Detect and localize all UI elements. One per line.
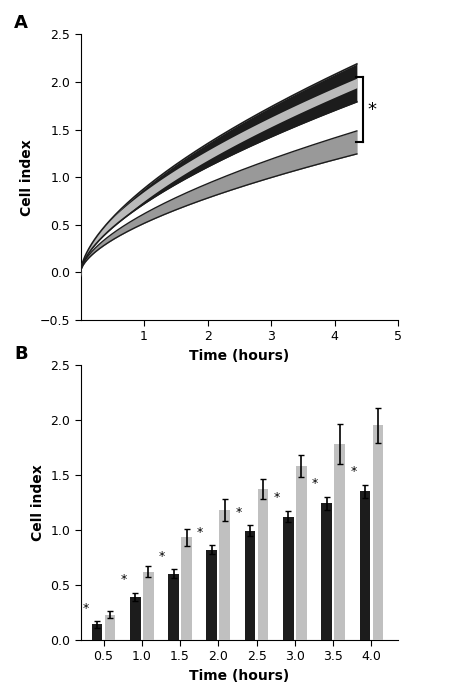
Bar: [130, 597, 141, 640]
Text: *: *: [159, 550, 165, 563]
Text: *: *: [312, 477, 318, 490]
Bar: [245, 531, 255, 640]
Bar: [181, 537, 192, 640]
Bar: [105, 614, 115, 640]
Bar: [321, 504, 332, 640]
Text: *: *: [197, 526, 203, 539]
Bar: [373, 425, 383, 640]
Bar: [207, 550, 217, 640]
Text: *: *: [120, 573, 127, 586]
Text: *: *: [82, 601, 89, 614]
Text: B: B: [14, 345, 27, 363]
Text: *: *: [368, 100, 377, 118]
Bar: [296, 466, 307, 640]
X-axis label: Time (hours): Time (hours): [189, 349, 290, 363]
Bar: [168, 574, 179, 640]
Y-axis label: Cell index: Cell index: [31, 464, 45, 541]
Bar: [359, 491, 370, 640]
Bar: [143, 572, 154, 640]
Bar: [334, 444, 345, 640]
Bar: [283, 517, 294, 640]
Text: A: A: [14, 14, 28, 32]
Y-axis label: Cell index: Cell index: [20, 139, 34, 215]
Bar: [219, 510, 230, 640]
Text: *: *: [273, 491, 280, 504]
X-axis label: Time (hours): Time (hours): [189, 669, 290, 682]
Bar: [258, 489, 268, 640]
Text: *: *: [350, 465, 356, 478]
Bar: [91, 625, 102, 640]
Text: *: *: [236, 506, 242, 519]
